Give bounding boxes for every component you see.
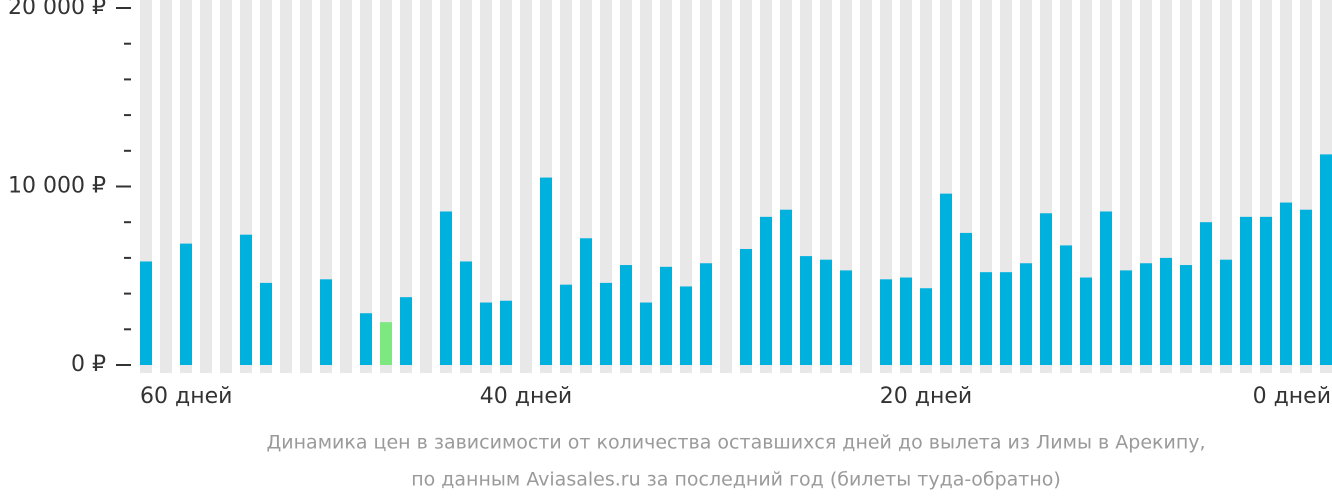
bar bbox=[620, 265, 632, 365]
bar bbox=[240, 234, 252, 365]
bar bbox=[1140, 263, 1152, 365]
caption-line: по данным Aviasales.ru за последний год … bbox=[411, 469, 1061, 491]
column-background bbox=[680, 0, 692, 373]
bar bbox=[460, 261, 472, 365]
bar bbox=[980, 272, 992, 365]
bar bbox=[400, 297, 412, 365]
column-background bbox=[260, 0, 272, 373]
bar bbox=[820, 259, 832, 365]
bar bbox=[1320, 154, 1332, 365]
bar bbox=[500, 300, 512, 365]
x-tick-label: 20 дней bbox=[880, 384, 972, 409]
bar bbox=[640, 302, 652, 365]
column-background bbox=[720, 0, 732, 373]
bar bbox=[260, 282, 272, 365]
y-tick-label: 10 000 ₽ bbox=[8, 174, 106, 199]
bar bbox=[940, 193, 952, 365]
bar bbox=[660, 266, 672, 365]
x-tick-label: 0 дней bbox=[1253, 384, 1331, 409]
x-tick-label: 40 дней bbox=[480, 384, 572, 409]
column-background bbox=[600, 0, 612, 373]
column-background bbox=[300, 0, 312, 373]
bar bbox=[1160, 257, 1172, 365]
bar bbox=[440, 211, 452, 365]
bar bbox=[1260, 216, 1272, 365]
bar bbox=[1200, 222, 1212, 365]
bar bbox=[540, 177, 552, 365]
bar bbox=[560, 284, 572, 365]
column-background bbox=[280, 0, 292, 373]
bar bbox=[880, 279, 892, 365]
bar bbox=[800, 256, 812, 365]
bar bbox=[780, 209, 792, 365]
bar bbox=[360, 313, 372, 365]
y-tick-label: 0 ₽ bbox=[71, 352, 106, 377]
column-background bbox=[200, 0, 212, 373]
column-background bbox=[160, 0, 172, 373]
column-background bbox=[480, 0, 492, 373]
bar bbox=[1120, 270, 1132, 365]
bar bbox=[680, 286, 692, 365]
column-background bbox=[220, 0, 232, 373]
bar bbox=[600, 282, 612, 365]
bar bbox=[1060, 245, 1072, 365]
column-background bbox=[860, 0, 872, 373]
bar bbox=[840, 270, 852, 365]
column-background bbox=[340, 0, 352, 373]
bar bbox=[760, 216, 772, 365]
column-background bbox=[640, 0, 652, 373]
column-background bbox=[920, 0, 932, 373]
bar bbox=[480, 302, 492, 365]
bar bbox=[960, 232, 972, 365]
x-tick-label: 60 дней bbox=[140, 384, 232, 409]
column-background bbox=[420, 0, 432, 373]
bar bbox=[140, 261, 152, 365]
bar bbox=[700, 263, 712, 365]
bar bbox=[900, 277, 912, 365]
bar bbox=[320, 279, 332, 365]
bar bbox=[380, 322, 392, 365]
column-background bbox=[500, 0, 512, 373]
bar bbox=[1040, 213, 1052, 365]
bar bbox=[920, 288, 932, 365]
bar bbox=[1180, 265, 1192, 365]
column-background bbox=[360, 0, 372, 373]
bar bbox=[580, 238, 592, 365]
bar bbox=[1240, 216, 1252, 365]
y-tick-label: 20 000 ₽ bbox=[8, 0, 106, 20]
bar bbox=[1300, 209, 1312, 365]
column-background bbox=[380, 0, 392, 373]
bar bbox=[1220, 259, 1232, 365]
bar bbox=[1020, 263, 1032, 365]
bar bbox=[1080, 277, 1092, 365]
column-background bbox=[400, 0, 412, 373]
bar bbox=[180, 243, 192, 365]
bar bbox=[1100, 211, 1112, 365]
bar bbox=[740, 248, 752, 365]
column-background bbox=[560, 0, 572, 373]
caption-line: Динамика цен в зависимости от количества… bbox=[266, 432, 1205, 454]
bar bbox=[1280, 202, 1292, 365]
bar bbox=[1000, 272, 1012, 365]
column-background bbox=[520, 0, 532, 373]
